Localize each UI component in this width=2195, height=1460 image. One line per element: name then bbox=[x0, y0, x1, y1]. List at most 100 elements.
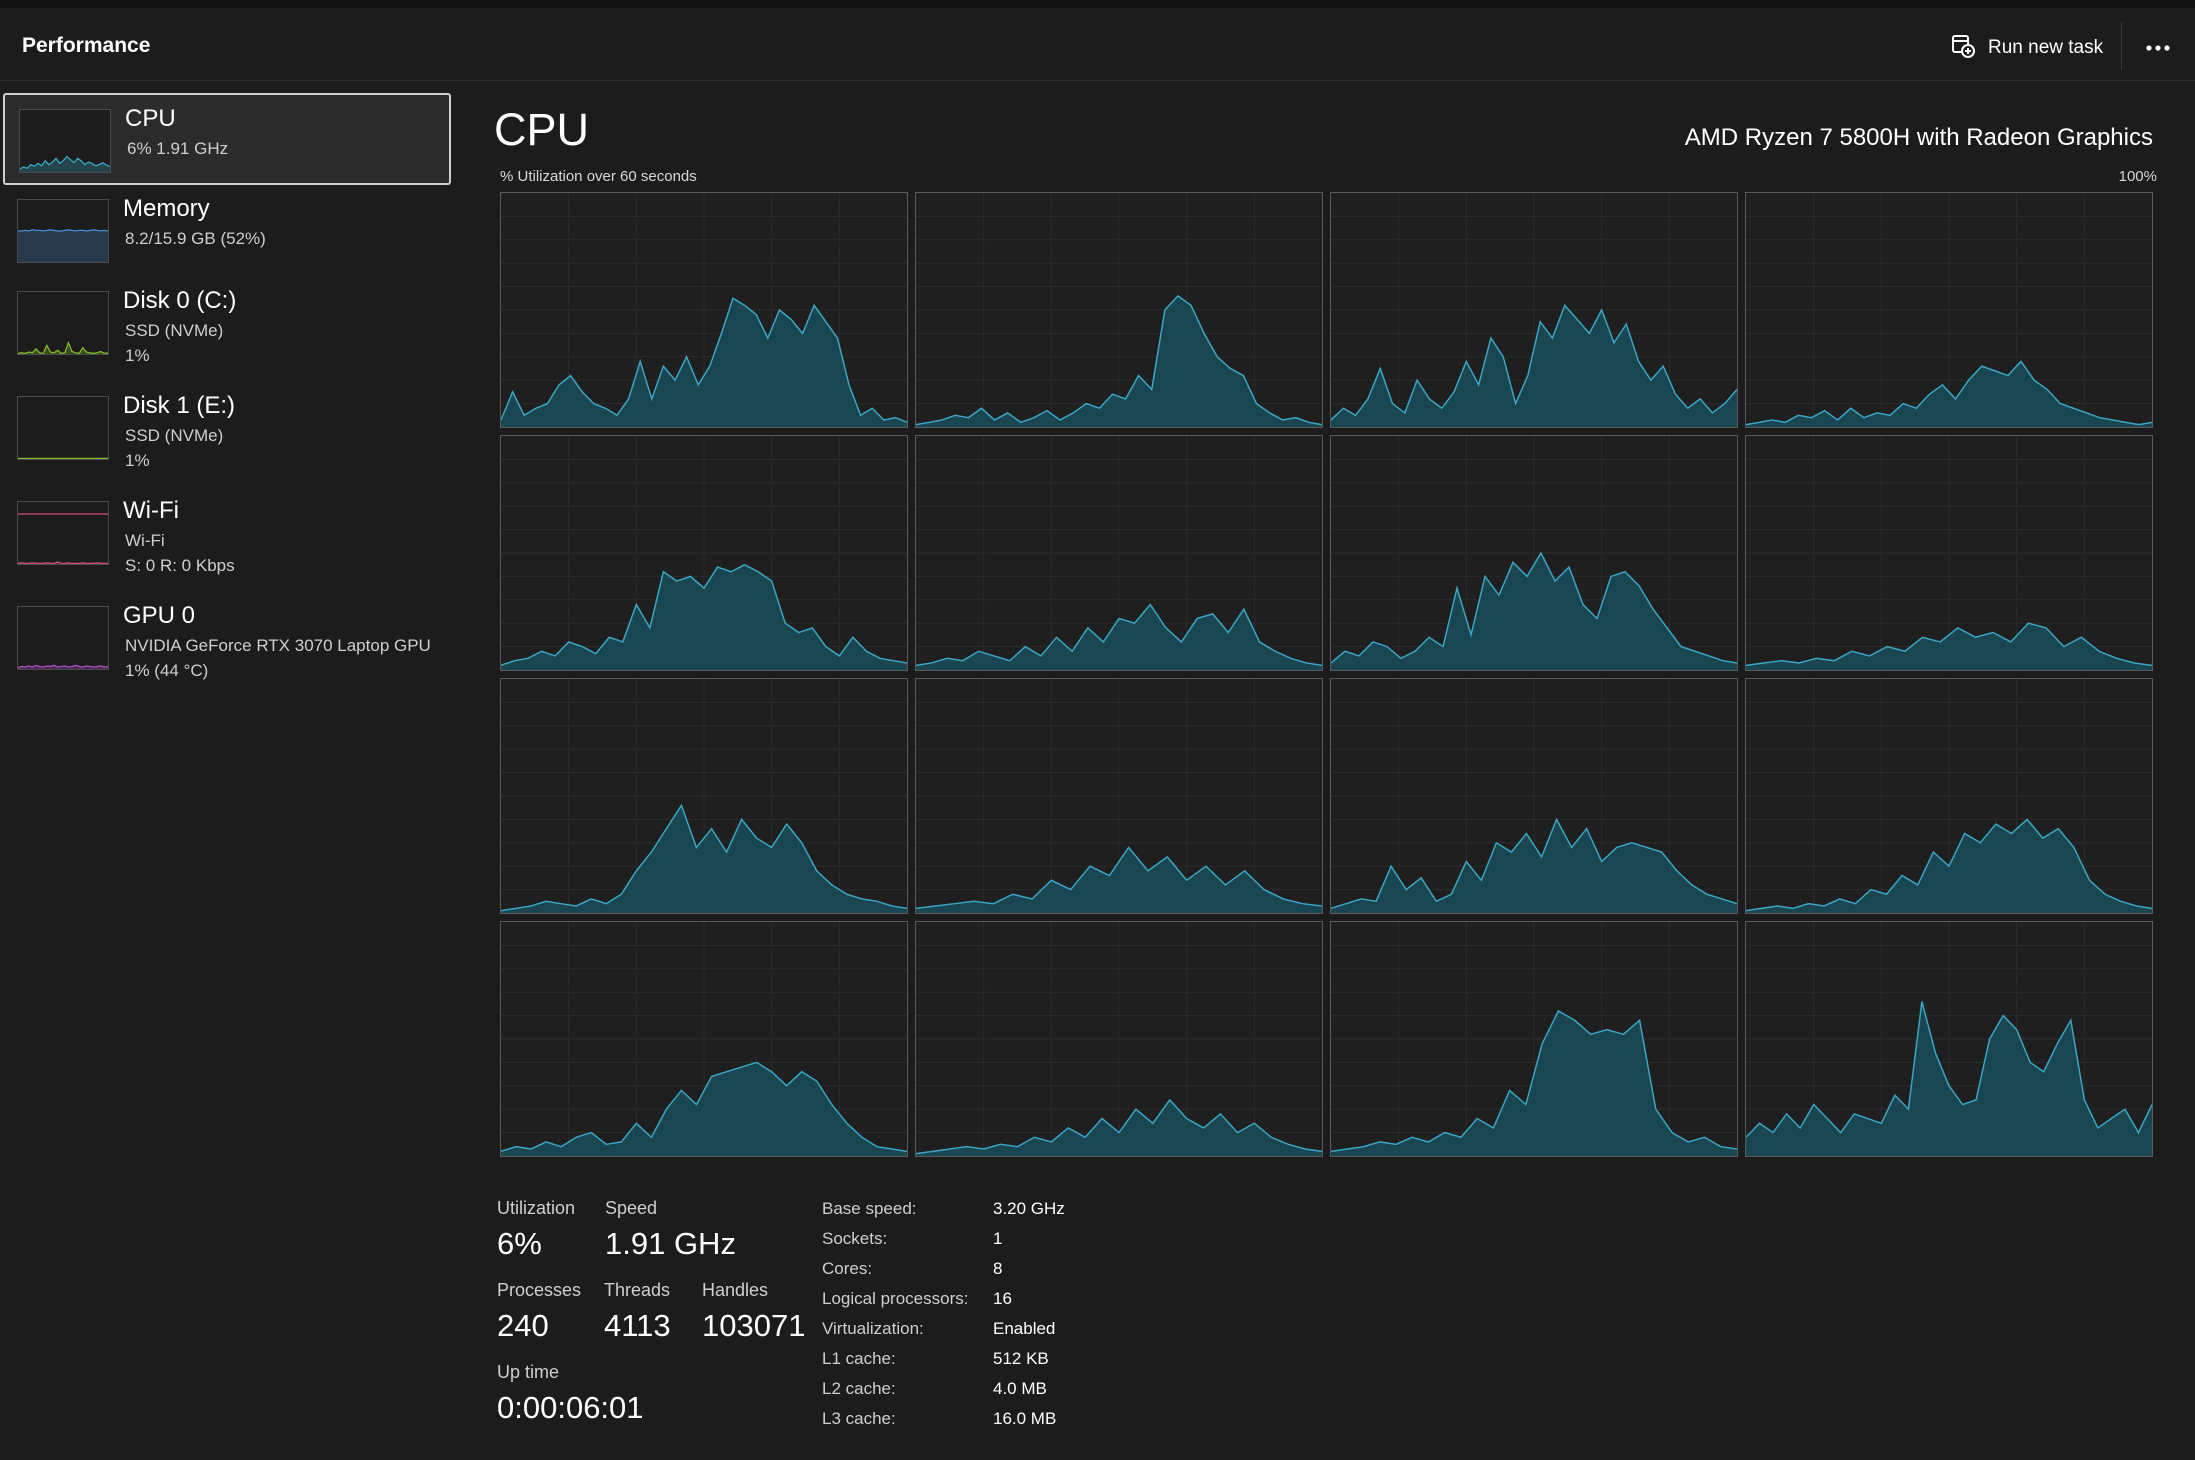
logical-processor-graph bbox=[1745, 435, 2153, 671]
sidebar-item-detail: 6% 1.91 GHz bbox=[127, 139, 229, 158]
more-options-icon bbox=[2145, 39, 2171, 57]
logical-processor-graph bbox=[500, 192, 908, 428]
sidebar-item-detail-secondary: 1% (44 °C) bbox=[125, 661, 209, 680]
sidebar-item-detail: SSD (NVMe) bbox=[125, 321, 224, 340]
utilization-line bbox=[1331, 551, 1737, 664]
sidebar-item-detail-secondary: 1% bbox=[125, 346, 150, 365]
resource-sidebar: CPU 6% 1.91 GHz Memory 8.2/15.9 GB (52%) Dis… bbox=[0, 82, 460, 1460]
speed-value: 1.91 GHz bbox=[605, 1226, 736, 1261]
sidebar-item-memory[interactable]: Memory 8.2/15.9 GB (52%) bbox=[3, 185, 451, 277]
logical-processor-graph bbox=[1745, 192, 2153, 428]
sidebar-item-detail: NVIDIA GeForce RTX 3070 Laptop GPU bbox=[125, 636, 431, 655]
spec-label: Virtualization: bbox=[822, 1319, 924, 1338]
spec-label: Logical processors: bbox=[822, 1289, 969, 1308]
logical-processor-graphs bbox=[500, 192, 2157, 1157]
spec-value: 3.20 GHz bbox=[993, 1199, 1065, 1218]
logical-processor-graph bbox=[1330, 678, 1738, 914]
spec-label: Sockets: bbox=[822, 1229, 888, 1248]
speed-label: Speed bbox=[605, 1198, 658, 1218]
utilization-line bbox=[916, 1098, 1322, 1155]
logical-processor-graph bbox=[1745, 678, 2153, 914]
uptime-label: Up time bbox=[497, 1362, 560, 1382]
threads-label: Threads bbox=[604, 1280, 671, 1300]
utilization-area bbox=[1331, 553, 1737, 670]
utilization-line bbox=[916, 603, 1322, 667]
utilization-area bbox=[501, 1062, 907, 1156]
sidebar-thumbnail-disk-1 bbox=[17, 396, 109, 460]
utilization-area bbox=[916, 295, 1322, 427]
spec-value: 16 bbox=[993, 1289, 1012, 1308]
spec-label: L2 cache: bbox=[822, 1379, 896, 1398]
sidebar-item-title: Disk 1 (E:) bbox=[123, 392, 236, 419]
logical-processor-graph bbox=[1330, 435, 1738, 671]
more-options-button[interactable] bbox=[2140, 30, 2176, 66]
threads-value: 4113 bbox=[604, 1308, 671, 1343]
sidebar-item-detail: SSD (NVMe) bbox=[125, 426, 224, 445]
utilization-line bbox=[1746, 818, 2152, 912]
utilization-area bbox=[1331, 819, 1737, 913]
sidebar-item-gpu-0[interactable]: GPU 0 NVIDIA GeForce RTX 3070 Laptop GPU 1… bbox=[3, 592, 451, 684]
utilization-line bbox=[1746, 622, 2152, 667]
sidebar-item-detail-secondary: S: 0 R: 0 Kbps bbox=[125, 556, 235, 575]
sidebar-item-title: Wi-Fi bbox=[123, 497, 179, 524]
sidebar-item-detail: 8.2/15.9 GB (52%) bbox=[125, 229, 266, 248]
logical-processor-graph bbox=[915, 921, 1323, 1157]
run-new-task-label: Run new task bbox=[1988, 37, 2104, 58]
sidebar-item-title: Disk 0 (C:) bbox=[123, 287, 237, 314]
utilization-line bbox=[501, 563, 907, 667]
utilization-area bbox=[1746, 623, 2152, 670]
sidebar-item-disk-1[interactable]: Disk 1 (E:) SSD (NVMe) 1% bbox=[3, 382, 451, 474]
sidebar-item-title: Memory bbox=[123, 195, 210, 222]
utilization-area bbox=[916, 847, 1322, 913]
sidebar-thumbnail-gpu-0 bbox=[17, 606, 109, 670]
utilization-line bbox=[501, 803, 907, 912]
title-bar: Performance Run new task bbox=[0, 0, 2195, 81]
logical-processor-graph bbox=[915, 678, 1323, 914]
processes-value: 240 bbox=[497, 1308, 549, 1343]
spec-label: Base speed: bbox=[822, 1199, 917, 1218]
sidebar-item-detail: Wi-Fi bbox=[125, 531, 165, 550]
utilization-line bbox=[1331, 1009, 1737, 1153]
spec-value: 512 KB bbox=[993, 1349, 1049, 1368]
run-new-task-button[interactable]: Run new task bbox=[1950, 28, 2103, 68]
page-title: Performance bbox=[22, 34, 151, 57]
sidebar-thumbnail-disk-0 bbox=[17, 291, 109, 355]
sidebar-item-disk-0[interactable]: Disk 0 (C:) SSD (NVMe) 1% bbox=[3, 277, 451, 369]
logical-processor-graph bbox=[500, 678, 908, 914]
utilization-label: Utilization bbox=[497, 1198, 576, 1218]
graph-caption: % Utilization over 60 seconds bbox=[500, 168, 697, 185]
spec-value: 1 bbox=[993, 1229, 1003, 1248]
sidebar-item-title: CPU bbox=[125, 105, 176, 132]
spec-label: Cores: bbox=[822, 1259, 873, 1278]
graph-max-label: 100% bbox=[2118, 168, 2157, 185]
sidebar-thumbnail-wifi bbox=[17, 501, 109, 565]
toolbar-divider bbox=[2121, 22, 2122, 70]
utilization-line bbox=[1331, 817, 1737, 910]
utilization-line bbox=[1746, 360, 2152, 426]
utilization-value: 6% bbox=[497, 1226, 542, 1261]
utilization-area bbox=[1746, 361, 2152, 427]
processes-label: Processes bbox=[497, 1280, 582, 1300]
logical-processor-graph bbox=[915, 192, 1323, 428]
handles-label: Handles bbox=[702, 1280, 769, 1300]
spec-value: 8 bbox=[993, 1259, 1003, 1278]
utilization-line bbox=[1331, 303, 1737, 421]
logical-processor-graph bbox=[1330, 192, 1738, 428]
sidebar-thumbnail-cpu bbox=[19, 109, 111, 173]
cpu-model-name: AMD Ryzen 7 5800H with Radeon Graphics bbox=[1684, 124, 2153, 151]
utilization-area bbox=[501, 298, 907, 427]
handles-value: 103071 bbox=[702, 1308, 806, 1343]
logical-processor-graph bbox=[1330, 921, 1738, 1157]
utilization-area bbox=[1746, 1001, 2152, 1156]
sidebar-item-title: GPU 0 bbox=[123, 602, 196, 629]
spec-value: Enabled bbox=[993, 1319, 1056, 1338]
sidebar-item-cpu[interactable]: CPU 6% 1.91 GHz bbox=[3, 93, 451, 185]
spec-label: L3 cache: bbox=[822, 1409, 896, 1428]
logical-processor-graph bbox=[500, 435, 908, 671]
utilization-line bbox=[1746, 1001, 2152, 1138]
sidebar-thumbnail-memory bbox=[17, 199, 109, 263]
sidebar-item-wifi[interactable]: Wi-Fi Wi-Fi S: 0 R: 0 Kbps bbox=[3, 487, 451, 579]
utilization-line bbox=[916, 294, 1322, 426]
logical-processor-graph bbox=[500, 921, 908, 1157]
utilization-area bbox=[501, 564, 907, 670]
